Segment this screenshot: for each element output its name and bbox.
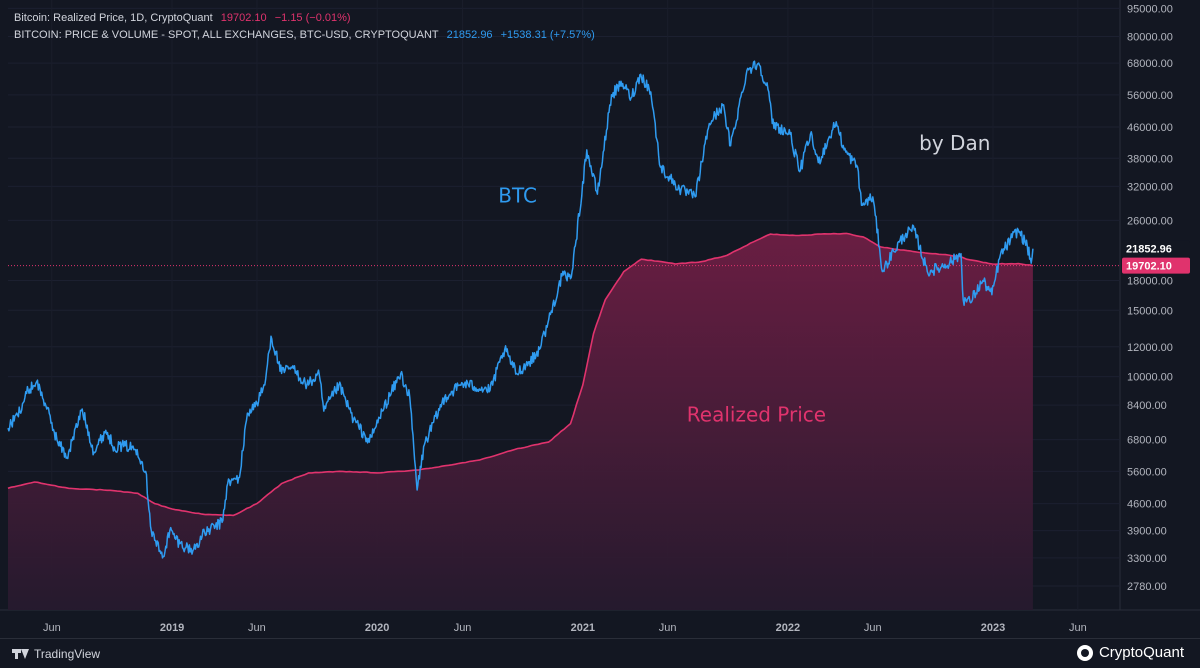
legend-realized-value: 19702.10: [220, 12, 267, 24]
legend-btc-change: +1538.31 (+7.57%): [500, 29, 595, 41]
x-tick-label: Jun: [1069, 622, 1087, 634]
y-tick-label: 3900.00: [1127, 526, 1167, 538]
price-label-text: 19702.10: [1126, 261, 1172, 273]
y-tick-label: 46000.00: [1127, 122, 1173, 134]
x-tick-label: Jun: [43, 622, 61, 634]
price-label-dark: 21852.96: [1122, 240, 1190, 257]
x-tick-label: Jun: [454, 622, 472, 634]
y-tick-label: 32000.00: [1127, 181, 1173, 193]
cryptoquant-icon: [1076, 644, 1093, 661]
series-realized-price: [7, 232, 1034, 517]
y-tick-label: 10000.00: [1127, 372, 1173, 384]
tradingview-label: TradingView: [34, 647, 101, 661]
x-tick-label: Jun: [248, 622, 266, 634]
legend-btc-name: BITCOIN: PRICE & VOLUME - SPOT, ALL EXCH…: [14, 29, 439, 41]
legend-realized-price: Bitcoin: Realized Price, 1D, CryptoQuant…: [14, 12, 356, 24]
x-axis: Jun 2019 Jun 2020 Jun 2021 Jun 2022 Jun 2023 Jun: [43, 622, 1087, 634]
y-tick-label: 4600.00: [1127, 499, 1167, 511]
x-tick-label: 2021: [571, 622, 595, 634]
x-tick-label: Jun: [659, 622, 677, 634]
y-tick-label: 95000.00: [1127, 3, 1173, 15]
y-axis: 95000.00 80000.00 68000.00 56000.00 46000.00…: [1127, 3, 1173, 593]
y-tick-label: 80000.00: [1127, 31, 1173, 43]
y-tick-label: 18000.00: [1127, 275, 1173, 287]
series-btc: [7, 60, 1034, 559]
y-tick-label: 12000.00: [1127, 342, 1173, 354]
y-tick-label: 2780.00: [1127, 581, 1167, 593]
x-tick-label: 2023: [981, 622, 1005, 634]
y-tick-label: 8400.00: [1127, 400, 1167, 412]
legend-btc: BITCOIN: PRICE & VOLUME - SPOT, ALL EXCH…: [14, 29, 600, 41]
y-tick-label: 3300.00: [1127, 553, 1167, 565]
annotation-label: by Dan: [919, 131, 990, 155]
y-tick-label: 15000.00: [1127, 305, 1173, 317]
y-tick-label: 26000.00: [1127, 215, 1173, 227]
y-tick-label: 6800.00: [1127, 435, 1167, 447]
x-tick-label: 2020: [365, 622, 389, 634]
realized-price-area: [8, 233, 1033, 610]
legend-realized-name: Bitcoin: Realized Price, 1D, CryptoQuant: [14, 12, 213, 24]
tradingview-icon: [12, 649, 29, 659]
x-tick-label: 2022: [776, 622, 800, 634]
annotation-label: Realized Price: [687, 402, 826, 426]
x-tick-label: Jun: [864, 622, 882, 634]
tradingview-logo[interactable]: TradingView: [12, 647, 100, 661]
cryptoquant-logo[interactable]: CryptoQuant: [1076, 644, 1184, 661]
legend-realized-change: −1.15 (−0.01%): [274, 12, 351, 24]
price-label-red: 19702.10: [1122, 257, 1190, 274]
y-tick-label: 38000.00: [1127, 153, 1173, 165]
annotation-label: BTC: [498, 183, 537, 207]
footer-bar: TradingView CryptoQuant: [0, 638, 1200, 668]
x-tick-label: 2019: [160, 622, 184, 634]
y-tick-label: 5600.00: [1127, 466, 1167, 478]
cryptoquant-label: CryptoQuant: [1098, 644, 1184, 661]
legend-btc-value: 21852.96: [446, 29, 493, 41]
y-tick-label: 56000.00: [1127, 90, 1173, 102]
price-label-text: 21852.96: [1126, 244, 1172, 256]
y-tick-label: 68000.00: [1127, 58, 1173, 70]
